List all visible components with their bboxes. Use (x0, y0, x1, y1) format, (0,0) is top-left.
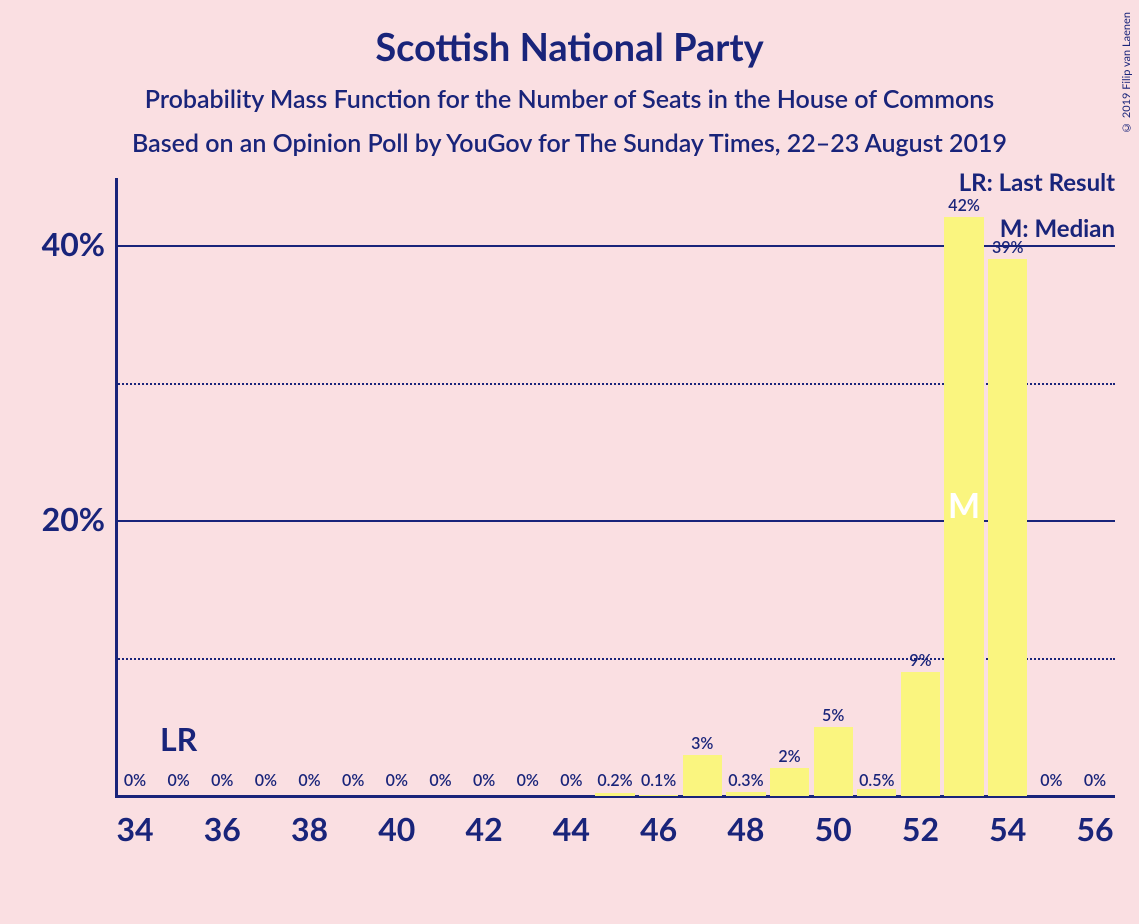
bar-value-label: 2% (778, 747, 800, 766)
bar-value-label: 0% (386, 771, 408, 790)
y-tick-label: 20% (15, 499, 105, 538)
x-tick-label: 40 (367, 809, 427, 848)
x-tick-label: 50 (803, 809, 863, 848)
x-tick-label: 36 (192, 809, 252, 848)
bar (857, 789, 896, 796)
y-axis (115, 178, 118, 798)
legend-lr: LR: Last Result (959, 168, 1115, 197)
chart-title: Scottish National Party (0, 0, 1139, 70)
bar-value-label: 0% (211, 771, 233, 790)
x-tick-label: 34 (105, 809, 165, 848)
bar (595, 793, 634, 796)
x-tick-label: 46 (629, 809, 689, 848)
copyright-text: © 2019 Filip van Laenen (1120, 12, 1133, 134)
bar (814, 727, 853, 796)
bar (901, 672, 940, 796)
bar-value-label: 0% (124, 771, 146, 790)
x-tick-label: 54 (978, 809, 1038, 848)
bar-value-label: 0% (560, 771, 582, 790)
bar-value-label: 0.3% (728, 771, 763, 790)
chart-subtitle-1: Probability Mass Function for the Number… (0, 84, 1139, 114)
bar-value-label: 5% (822, 706, 844, 725)
x-tick-label: 44 (541, 809, 601, 848)
bar (683, 755, 722, 796)
x-tick-label: 38 (280, 809, 340, 848)
bar-value-label: 0% (517, 771, 539, 790)
legend-m: M: Median (1000, 214, 1115, 243)
bar (726, 792, 765, 796)
bar (639, 795, 678, 796)
bar-value-label: 42% (948, 196, 980, 215)
bar-value-label: 0% (342, 771, 364, 790)
bar (770, 768, 809, 796)
x-tick-label: 52 (890, 809, 950, 848)
lr-marker: LR (160, 719, 197, 758)
bar-value-label: 3% (691, 734, 713, 753)
x-tick-label: 42 (454, 809, 514, 848)
x-tick-label: 48 (716, 809, 776, 848)
y-tick-label: 40% (15, 224, 105, 263)
bar-value-label: 0% (473, 771, 495, 790)
bar (988, 259, 1027, 796)
plot-area: 20%40% 343638404244464850525456 0%0%0%0%… (115, 178, 1115, 798)
bar-value-label: 0% (1084, 771, 1106, 790)
bar-value-label: 9% (909, 651, 931, 670)
bar-value-label: 0% (167, 771, 189, 790)
bar-value-label: 0.5% (859, 771, 894, 790)
bar-value-label: 0.2% (597, 771, 632, 790)
chart-subtitle-2: Based on an Opinion Poll by YouGov for T… (0, 128, 1139, 158)
bar-value-label: 0% (298, 771, 320, 790)
bar-value-label: 0% (1040, 771, 1062, 790)
bar-value-label: 0% (255, 771, 277, 790)
x-tick-label: 56 (1065, 809, 1125, 848)
bar-value-label: 0% (429, 771, 451, 790)
bar-value-label: 0.1% (641, 771, 676, 790)
median-marker: M (948, 485, 980, 526)
